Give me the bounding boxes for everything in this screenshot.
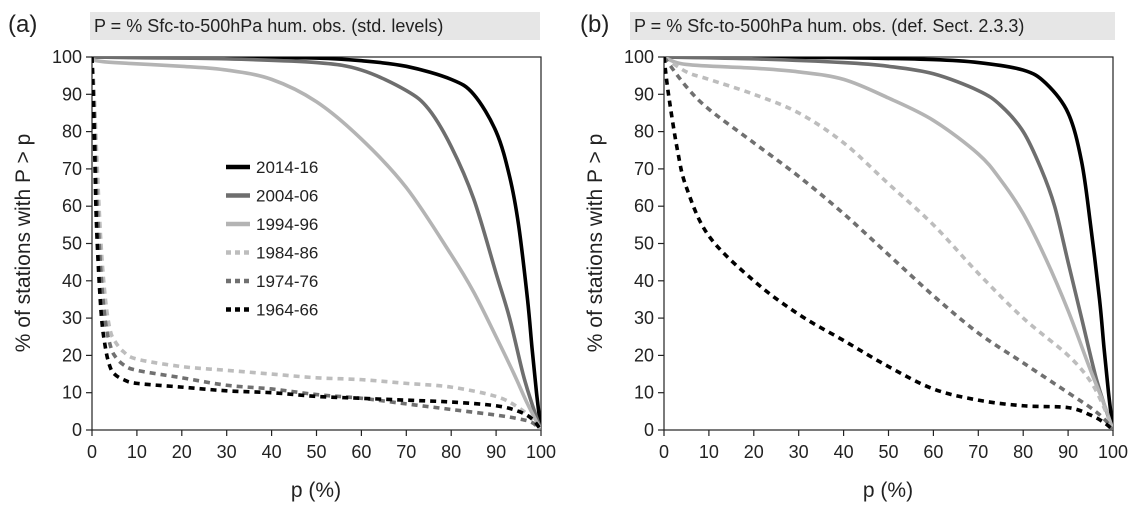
panel-a-y-tick-label: 20 [62,345,82,365]
panel-a-y-tick-label: 30 [62,308,82,328]
panel-a-x-tick-label: 90 [486,442,506,462]
panel-b-x-tick-label: 10 [699,442,719,462]
panel-a-x-tick-label: 10 [127,442,147,462]
panel-b-x-tick-label: 50 [878,442,898,462]
panel-b-y-tick-label: 60 [634,196,654,216]
panel-b-y-tick-label: 70 [634,159,654,179]
panel-a-y-tick-label: 80 [62,122,82,142]
panel-a-x-tick-label: 60 [351,442,371,462]
legend-label-2014-16: 2014-16 [256,158,318,177]
panel-a-axes: 0 10 20 30 40 50 60 70 80 90 100 0 10 20 30 40 50 60 70 80 9… [52,47,556,462]
legend-label-1984-86: 1984-86 [256,244,318,263]
panel-b-title: P = % Sfc-to-500hPa hum. obs. (def. Sect… [634,16,1024,36]
panel-b-axes: 0 10 20 30 40 50 60 70 80 90 100 0 10 20 30 40 50 60 70 80 9… [624,47,1128,462]
panel-b-x-tick-label: 70 [968,442,988,462]
panel-a-x-tick-label: 50 [306,442,326,462]
panel-b-series-1984-86 [664,57,1113,430]
panel-b-letter: (b) [580,11,609,38]
panel-a-title: P = % Sfc-to-500hPa hum. obs. (std. leve… [94,16,443,36]
panel-a-x-tick-label: 40 [262,442,282,462]
panel-b-y-tick-label: 30 [634,308,654,328]
panel-a-y-tick-label: 60 [62,196,82,216]
panel-b-x-tick-label: 0 [659,442,669,462]
panel-a-y-axis-label: % of stations with P > p [12,134,35,352]
panel-b-plot-frame [663,56,1114,431]
panel-a-y-tick-label: 90 [62,84,82,104]
panel-b-series-1974-76 [664,57,1113,430]
panel-a-y-tick-label: 0 [72,420,82,440]
panel-a-series-2014-16 [92,57,541,430]
panel-b-y-tick-label: 100 [624,47,654,67]
panel-b-y-tick-label: 10 [634,383,654,403]
panel-b: (b) P = % Sfc-to-500hPa hum. obs. (def. … [580,11,1128,502]
panel-b-y-tick-label: 0 [644,420,654,440]
panel-a-y-tick-label: 50 [62,234,82,254]
panel-b-x-tick-label: 90 [1058,442,1078,462]
legend: 2014-16 2004-06 1994-96 1984-86 1974-76 1964-… [226,158,318,320]
panel-b-y-tick-label: 40 [634,271,654,291]
panel-b-x-tick-label: 80 [1013,442,1033,462]
panel-a-series-1964-66 [92,57,541,430]
panel-a-y-tick-label: 40 [62,271,82,291]
panel-b-series-2004-06 [664,57,1113,430]
panel-b-curves [664,57,1113,430]
panel-b-x-tick-label: 40 [834,442,854,462]
panel-b-title-background [630,12,1115,40]
panel-a-curves [92,57,541,430]
panel-a-series-1974-76 [92,57,541,430]
panel-b-y-axis-label: % of stations with P > p [584,134,607,352]
panel-a-y-tick-label: 70 [62,159,82,179]
panel-b-y-tick-label: 20 [634,345,654,365]
panel-b-y-tick-label: 90 [634,84,654,104]
panel-a-series-1994-96 [92,57,541,430]
panel-b-series-1964-66 [664,57,1113,430]
panel-b-series-2014-16 [664,57,1113,430]
panel-b-x-axis-label: p (%) [863,479,913,502]
panel-b-y-tick-label: 50 [634,234,654,254]
panel-a: (a) P = % Sfc-to-500hPa hum. obs. (std. … [8,11,556,502]
panel-a-x-axis-label: p (%) [291,479,341,502]
panel-a-letter: (a) [8,11,37,38]
panel-a-x-tick-label: 20 [172,442,192,462]
legend-label-1994-96: 1994-96 [256,215,318,234]
panel-a-x-tick-label: 80 [441,442,461,462]
panel-b-x-tick-label: 100 [1098,442,1128,462]
panel-a-x-tick-label: 70 [396,442,416,462]
legend-label-1974-76: 1974-76 [256,272,318,291]
panel-a-x-tick-label: 100 [526,442,556,462]
panel-a-y-tick-label: 10 [62,383,82,403]
panel-a-title-background [90,12,540,40]
panel-a-y-tick-label: 100 [52,47,82,67]
panel-b-series-1994-96 [664,57,1113,430]
legend-label-1964-66: 1964-66 [256,301,318,320]
panel-b-y-tick-label: 80 [634,122,654,142]
panel-a-x-tick-label: 30 [217,442,237,462]
panel-a-x-tick-label: 0 [87,442,97,462]
panel-b-x-tick-label: 30 [789,442,809,462]
panel-b-x-tick-label: 60 [923,442,943,462]
panel-a-series-1984-86 [92,57,541,430]
panel-a-series-2004-06 [92,57,541,430]
legend-label-2004-06: 2004-06 [256,187,318,206]
panel-b-x-tick-label: 20 [744,442,764,462]
